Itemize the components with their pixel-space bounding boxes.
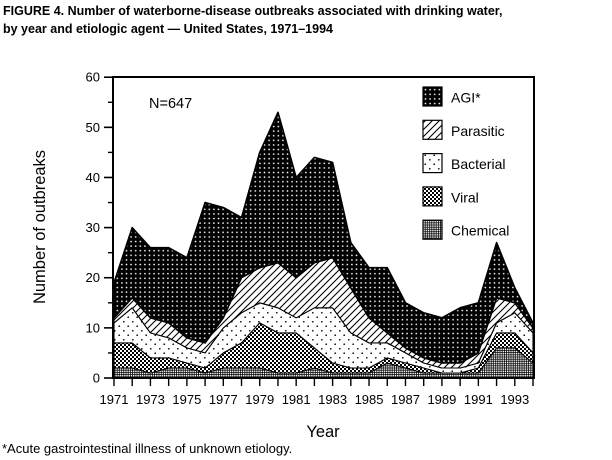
y-axis-label: Number of outbreaks [31, 150, 49, 304]
y-tick-label: 10 [86, 320, 100, 335]
figure-title-line2: by year and etiologic agent — United Sta… [3, 21, 333, 36]
legend-swatch-bacterial [422, 153, 443, 174]
legend-swatch-chemical [422, 219, 443, 240]
legend-label-chemical: Chemical [451, 223, 509, 239]
legend-item-parasitic: Parasitic [422, 119, 505, 140]
legend-swatch-viral [422, 186, 443, 207]
legend-swatch-parasitic [422, 119, 443, 140]
figure-title: FIGURE 4. Number of waterborne-disease o… [3, 3, 610, 39]
y-tick-label: 0 [93, 371, 100, 386]
x-tick-label: 1987 [391, 392, 420, 407]
legend: AGI* Parasitic Bacterial Viral Chemical [422, 86, 509, 240]
axes: 0 10 20 30 40 50 60 1971 1973 1975 1977 1979 1981 198… [86, 70, 534, 407]
n-total-annotation: N=647 [149, 96, 192, 112]
x-tick-label: 1977 [209, 392, 238, 407]
y-tick-label: 30 [86, 220, 100, 235]
x-tick-label: 1979 [245, 392, 274, 407]
x-tick-label: 1991 [464, 392, 493, 407]
x-tick-label: 1983 [318, 392, 347, 407]
footnote: *Acute gastrointestinal illness of unkno… [2, 441, 293, 456]
legend-item-chemical: Chemical [422, 219, 509, 240]
x-tick-label: 1989 [427, 392, 456, 407]
legend-label-viral: Viral [451, 189, 479, 205]
x-tick-label: 1993 [500, 392, 529, 407]
figure-title-line1: FIGURE 4. Number of waterborne-disease o… [3, 4, 503, 18]
x-tick-label: 1981 [282, 392, 311, 407]
legend-swatch-agi [422, 86, 443, 107]
legend-label-bacterial: Bacterial [451, 156, 505, 172]
legend-label-parasitic: Parasitic [451, 123, 505, 139]
legend-label-agi: AGI* [451, 90, 481, 106]
y-tick-label: 60 [86, 70, 100, 85]
x-tick-label: 1985 [355, 392, 384, 407]
x-tick-label: 1975 [172, 392, 201, 407]
x-axis-label: Year [306, 423, 340, 441]
stacked-areas [113, 111, 534, 379]
x-tick-label: 1971 [100, 392, 129, 407]
legend-item-bacterial: Bacterial [422, 153, 505, 174]
y-tick-label: 50 [86, 120, 100, 135]
legend-item-viral: Viral [422, 186, 479, 207]
y-tick-label: 40 [86, 170, 100, 185]
legend-item-agi: AGI* [422, 86, 481, 107]
x-tick-label: 1973 [136, 392, 165, 407]
y-tick-label: 20 [86, 270, 100, 285]
